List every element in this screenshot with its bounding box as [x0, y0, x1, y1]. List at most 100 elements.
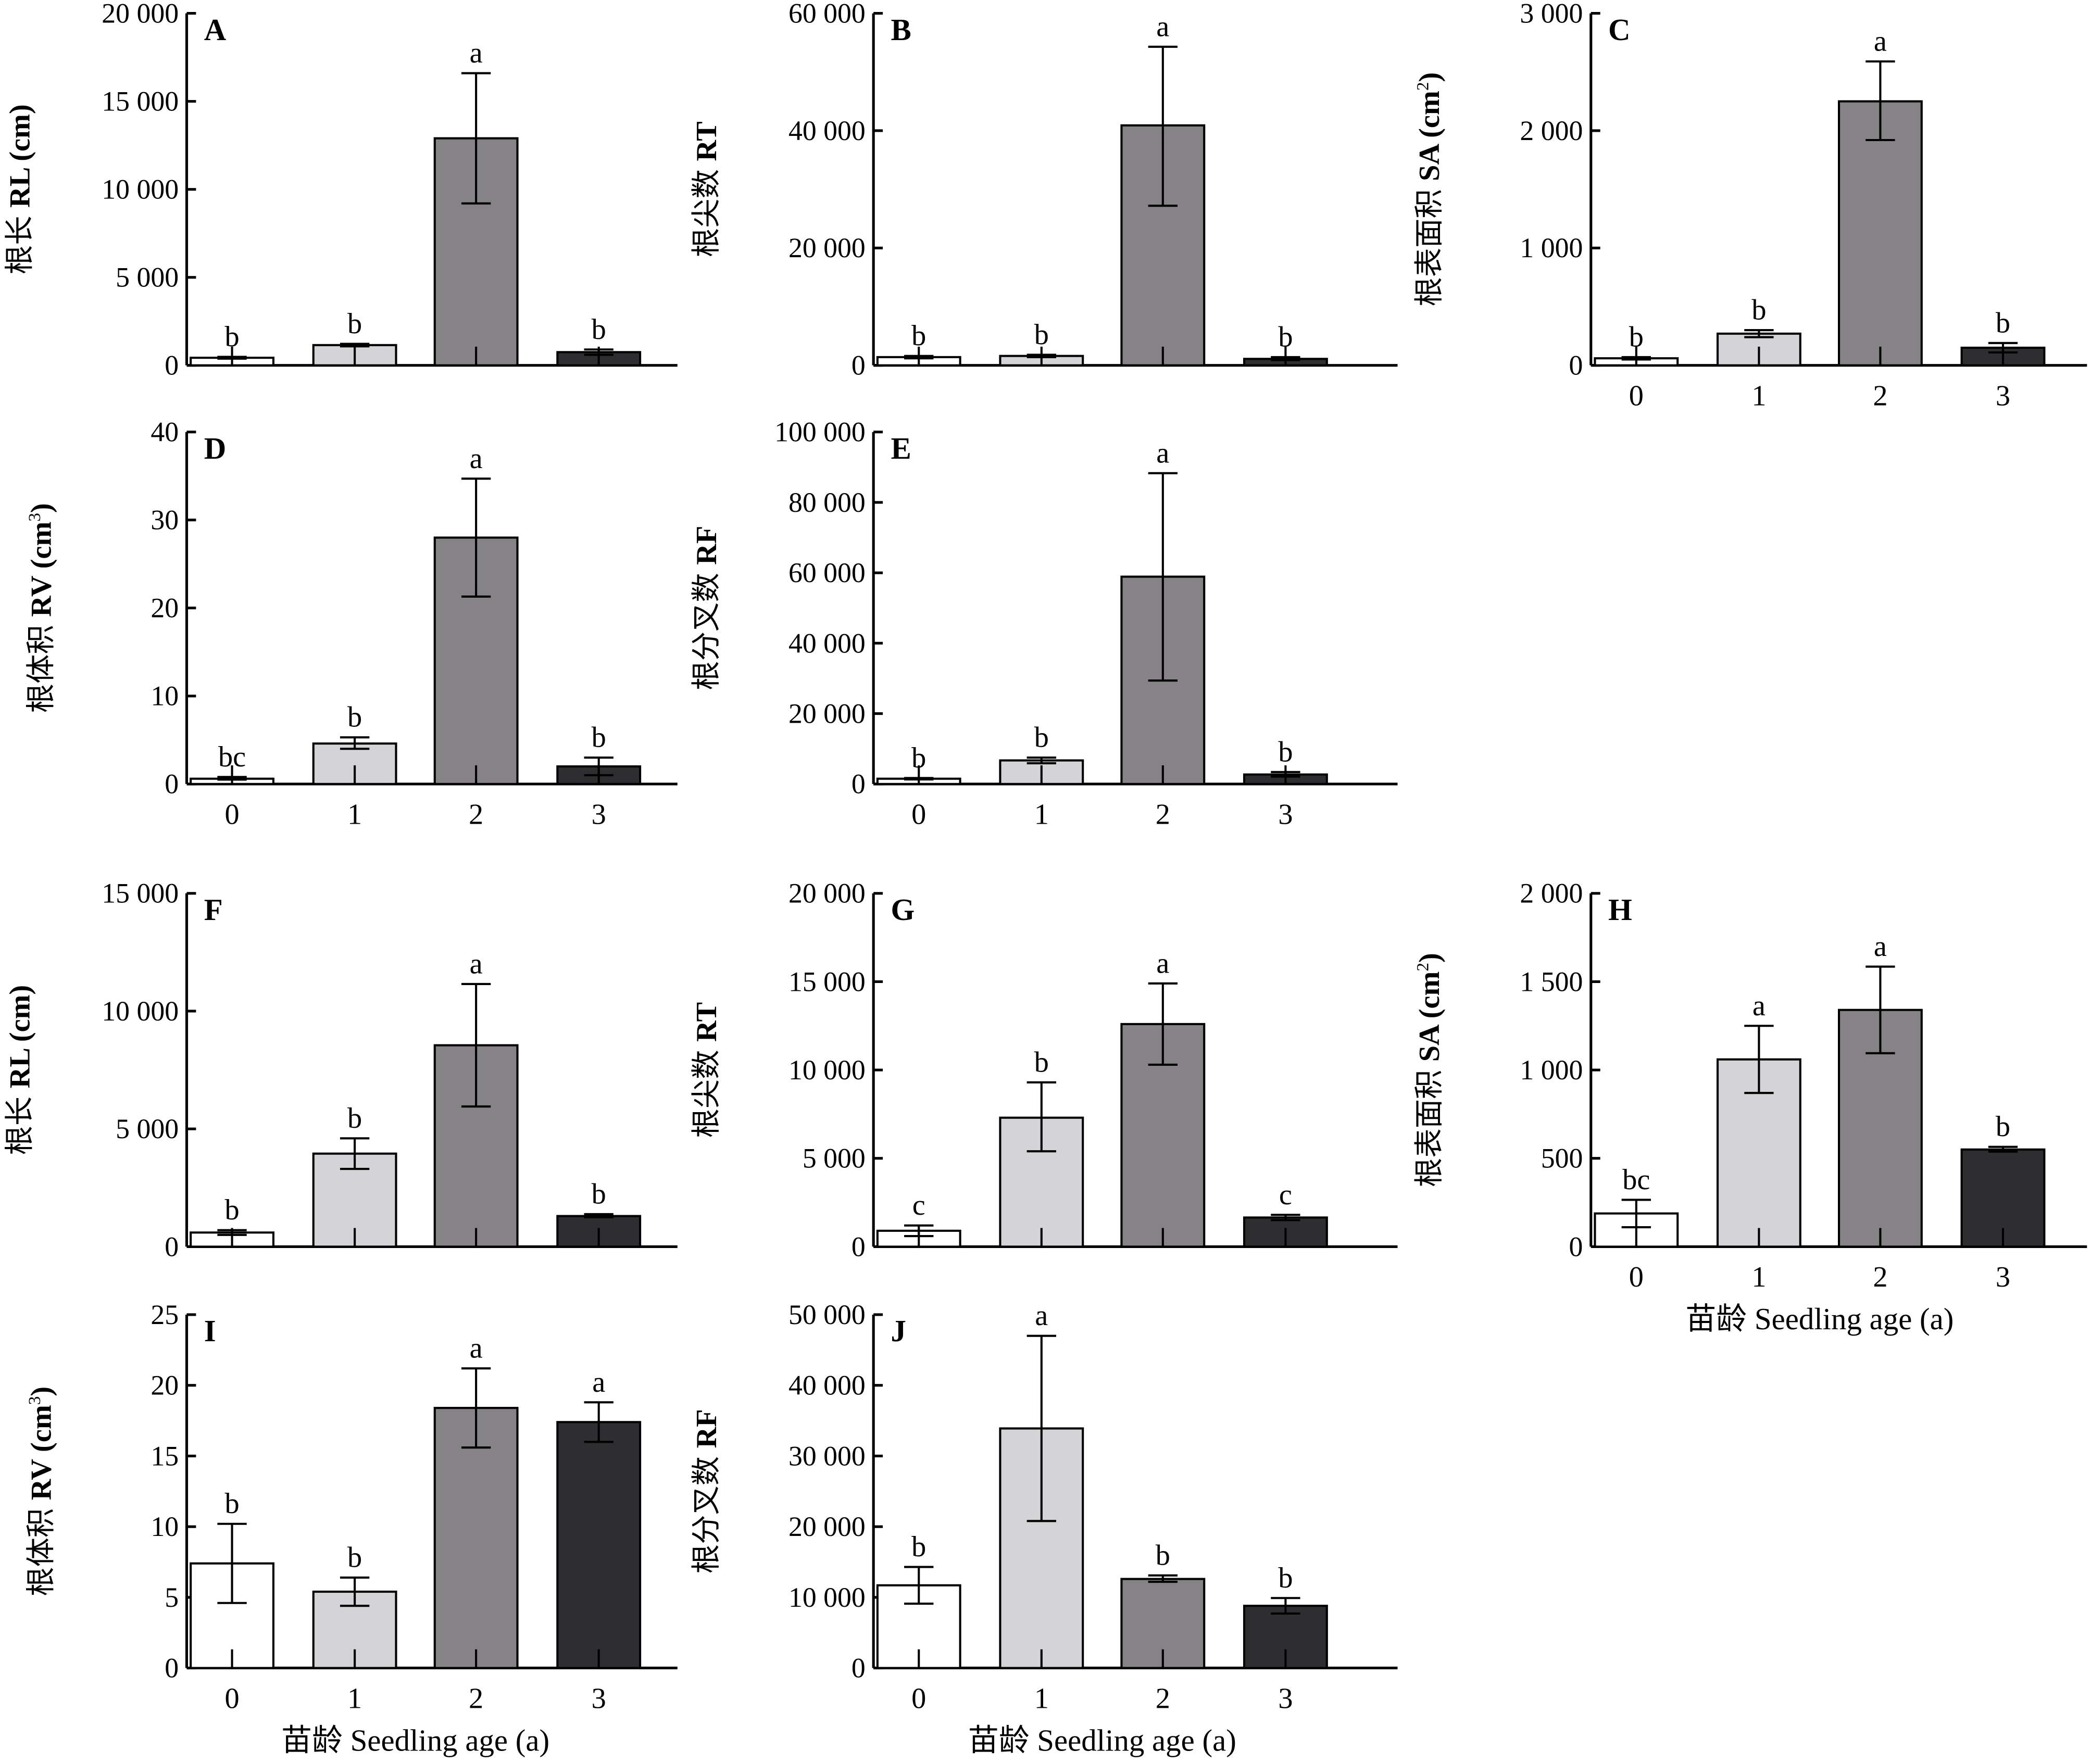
- y-tick-label: 500: [1541, 1143, 1583, 1174]
- y-tick-label: 1 000: [1520, 1054, 1583, 1086]
- bar-i-3: [556, 1421, 642, 1669]
- y-tick-label: 40 000: [788, 115, 866, 146]
- y-axis-title-paren: ): [25, 1387, 57, 1396]
- y-axis-title-en: RF: [691, 526, 723, 565]
- x-tick-label: 0: [1629, 380, 1644, 412]
- y-axis-title-en: RL (cm): [4, 985, 36, 1089]
- x-tick-label: 1: [1034, 799, 1049, 831]
- significance-letter: b: [1751, 294, 1766, 326]
- x-tick-label: 1: [347, 1682, 362, 1715]
- y-tick-label: 5: [165, 1582, 179, 1613]
- y-tick-label: 5 000: [116, 1113, 179, 1144]
- y-tick-label: 15: [151, 1440, 179, 1471]
- x-tick-label: 0: [1629, 1261, 1644, 1293]
- y-axis-title-en: RT: [691, 1002, 723, 1042]
- significance-letter: b: [1034, 722, 1049, 754]
- x-tick-label: 3: [1278, 1682, 1293, 1715]
- y-tick-label: 15 000: [102, 86, 179, 117]
- y-tick-label: 40: [151, 417, 179, 448]
- significance-letter: a: [592, 1366, 605, 1398]
- y-tick-label: 10: [151, 681, 179, 712]
- y-tick-label: 2 000: [1520, 115, 1583, 146]
- x-tick-label: 1: [1034, 1682, 1049, 1715]
- panel-e: 0 20 000 40 000 60 000 80 000 100 000 E 根分叉数 RF b…: [691, 417, 1398, 831]
- bar-c-2: [1838, 100, 1923, 367]
- panel-j: 0 10 000 20 000 30 000 40 000 50 000 J 根分叉数 RF b 0…: [691, 1299, 1398, 1757]
- y-axis-title: 根分叉数 RF: [691, 1409, 723, 1573]
- significance-letter: b: [592, 1178, 606, 1210]
- x-tick-label: 1: [347, 799, 362, 831]
- x-axis-title: 苗龄 Seedling age (a): [968, 1723, 1236, 1757]
- y-axis-title-en: SA (cm: [1413, 91, 1446, 181]
- panel-g: 0 5 000 10 000 15 000 20 000 G 根尖数 RT c b a c: [691, 878, 1398, 1262]
- significance-letter: a: [1156, 10, 1169, 43]
- panel-letter: I: [204, 1314, 216, 1348]
- y-tick-label: 20 000: [102, 0, 179, 29]
- panel-letter: A: [204, 13, 227, 47]
- y-tick-label: 40 000: [788, 627, 866, 659]
- y-tick-label: 20 000: [788, 698, 866, 729]
- y-axis-title-cn: 根表面积: [1413, 189, 1446, 306]
- y-tick-label: 30: [151, 505, 179, 536]
- panel-letter: F: [204, 893, 223, 927]
- y-tick-label: 50 000: [788, 1299, 866, 1330]
- significance-letter: a: [470, 443, 483, 475]
- y-axis-title-en: RV (cm: [25, 1405, 57, 1500]
- significance-letter: b: [347, 701, 362, 734]
- significance-letter: b: [224, 1194, 239, 1226]
- y-tick-label: 80 000: [788, 487, 866, 518]
- y-axis-title-cn: 根尖数: [691, 169, 723, 257]
- y-axis-title-cn: 根表面积: [1413, 1070, 1446, 1187]
- y-tick-label: 0: [852, 1653, 866, 1684]
- y-axis-title-cn: 根尖数: [691, 1050, 723, 1138]
- y-axis-title-superscript: 2: [1413, 963, 1432, 972]
- y-tick-label: 10 000: [788, 1582, 866, 1613]
- y-tick-label: 60 000: [788, 557, 866, 588]
- significance-letter: b: [1156, 1539, 1170, 1571]
- y-axis-title: 根分叉数 RF: [691, 526, 723, 690]
- panel-letter: B: [891, 13, 911, 47]
- y-tick-label: 15 000: [788, 966, 866, 997]
- significance-letter: b: [911, 1531, 926, 1563]
- significance-letter: a: [1156, 437, 1169, 469]
- x-tick-label: 2: [1873, 380, 1887, 412]
- y-tick-label: 20 000: [788, 1511, 866, 1542]
- y-tick-label: 0: [165, 768, 179, 800]
- panel-b: 0 20 000 40 000 60 000 B 根尖数 RT b b a b: [691, 0, 1398, 381]
- y-axis-title-paren: ): [1413, 72, 1446, 82]
- y-axis-title-cn: 根体积: [25, 625, 57, 713]
- y-axis-title: 根长 RL (cm): [4, 985, 36, 1155]
- y-tick-label: 0: [1569, 350, 1583, 381]
- x-tick-label: 1: [1751, 380, 1766, 412]
- significance-letter: b: [592, 722, 606, 754]
- significance-letter: b: [1278, 321, 1293, 353]
- significance-letter: b: [1996, 307, 2010, 339]
- y-tick-label: 2 000: [1520, 878, 1583, 909]
- y-tick-label: 0: [165, 1653, 179, 1684]
- significance-letter: b: [224, 321, 239, 353]
- y-axis-title: 根尖数 RT: [691, 121, 723, 257]
- y-tick-label: 20: [151, 1370, 179, 1401]
- y-axis-title: 根长 RL (cm): [4, 104, 36, 274]
- x-tick-label: 0: [911, 1682, 926, 1715]
- significance-letter: b: [347, 308, 362, 340]
- y-tick-label: 10 000: [788, 1054, 866, 1086]
- significance-letter: b: [1278, 736, 1293, 768]
- panel-f: 0 5 000 10 000 15 000 F 根长 RL (cm) b b a b: [4, 878, 678, 1262]
- panel-a: 0 5 000 10 000 15 000 20 000 A 根长 RL (cm) b b a b: [4, 0, 678, 381]
- significance-letter: a: [470, 948, 483, 980]
- y-tick-label: 0: [852, 768, 866, 800]
- y-axis-title-paren: ): [1413, 953, 1446, 963]
- y-axis-title: 根体积 RV (cm3): [25, 503, 57, 713]
- x-tick-label: 2: [1156, 1682, 1170, 1715]
- y-tick-label: 20 000: [788, 232, 866, 263]
- bar-i-2: [433, 1407, 519, 1669]
- y-tick-label: 1 000: [1520, 232, 1583, 263]
- significance-letter: b: [347, 1541, 362, 1573]
- y-axis-title-en: RV (cm: [25, 522, 57, 617]
- y-tick-label: 30 000: [788, 1440, 866, 1471]
- y-axis-title: 根尖数 RT: [691, 1002, 723, 1138]
- significance-letter: a: [470, 37, 483, 69]
- y-tick-label: 60 000: [788, 0, 866, 29]
